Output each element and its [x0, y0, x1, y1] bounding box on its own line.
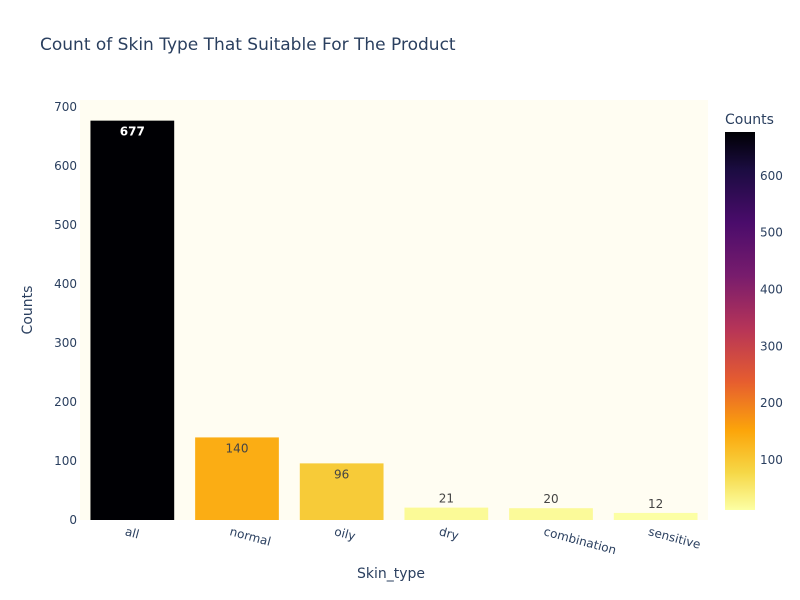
bar-data-label: 20	[543, 492, 558, 506]
plot-area	[80, 100, 708, 520]
bar-dry	[404, 507, 489, 520]
x-tick-label: oily	[333, 524, 357, 543]
chart-title: Count of Skin Type That Suitable For The…	[40, 35, 456, 55]
bars	[90, 120, 698, 521]
colorbar-ticks: 100 200 300 400 500 600	[760, 169, 783, 467]
colorbar-tick-label: 500	[760, 226, 783, 240]
bar-normal	[195, 437, 279, 520]
bar-sensitive	[613, 512, 698, 520]
colorbar	[725, 132, 755, 510]
x-axis-title: Skin_type	[357, 566, 425, 582]
y-tick-label: 700	[54, 100, 77, 114]
x-tick-label: dry	[438, 524, 461, 543]
colorbar-tick-label: 100	[760, 453, 783, 467]
x-axis-ticks: all normal oily dry combination sensitive	[124, 524, 702, 557]
y-tick-label: 200	[54, 395, 77, 409]
x-tick-label: sensitive	[647, 524, 702, 551]
y-tick-label: 600	[54, 159, 77, 173]
y-tick-label: 500	[54, 218, 77, 232]
bar-oily	[299, 463, 384, 520]
x-tick-label: normal	[228, 524, 272, 548]
y-axis-ticks: 0 100 200 300 400 500 600 700	[54, 100, 77, 527]
bar-data-label: 140	[226, 441, 249, 455]
y-tick-label: 100	[54, 454, 77, 468]
bar-data-label: 677	[120, 125, 145, 139]
colorbar-tick-label: 600	[760, 169, 783, 183]
bar-combination	[509, 508, 593, 520]
bar-data-labels: 677 140 96 21 20 12	[120, 125, 664, 511]
y-tick-label: 0	[69, 513, 77, 527]
y-tick-label: 400	[54, 277, 77, 291]
bar-data-label: 96	[334, 467, 349, 481]
colorbar-tick-label: 200	[760, 396, 783, 410]
bar-data-label: 12	[648, 497, 663, 511]
colorbar-tick-label: 300	[760, 339, 783, 353]
colorbar-title: Counts	[725, 112, 774, 128]
colorbar-tick-label: 400	[760, 282, 783, 296]
y-tick-label: 300	[54, 336, 77, 350]
x-tick-label: combination	[542, 524, 618, 557]
bar-all	[90, 120, 175, 521]
y-axis-title: Counts	[20, 286, 36, 335]
x-tick-label: all	[124, 524, 141, 541]
bar-data-label: 21	[439, 492, 454, 506]
